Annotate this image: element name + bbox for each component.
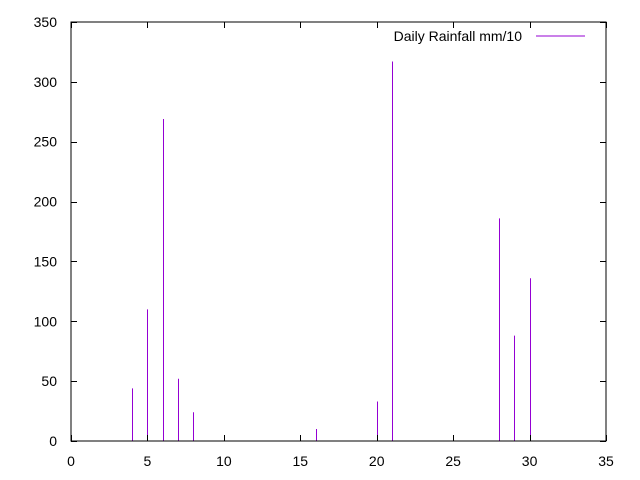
x-tick-label: 5 [144, 453, 152, 469]
x-tick-label: 15 [292, 453, 308, 469]
impulse-bars [132, 61, 531, 441]
y-tick-label: 250 [34, 134, 58, 150]
x-tick-label: 20 [369, 453, 385, 469]
x-tick-label: 25 [445, 453, 461, 469]
x-tick-label: 35 [598, 453, 614, 469]
plot-frame [70, 21, 607, 442]
legend: Daily Rainfall mm/10 [394, 28, 585, 44]
y-tick-label: 150 [34, 253, 58, 269]
y-tick-label: 300 [34, 74, 58, 90]
legend-label: Daily Rainfall mm/10 [394, 28, 523, 44]
y-tick-label: 200 [34, 194, 58, 210]
x-tick-label: 0 [67, 453, 75, 469]
y-axis-ticks: 0 50 100 150 200 250 300 350 [34, 14, 606, 449]
x-tick-label: 30 [522, 453, 538, 469]
x-axis-ticks: 0 5 10 15 20 25 30 35 [67, 22, 614, 469]
x-tick-label: 10 [216, 453, 232, 469]
y-tick-label: 350 [34, 14, 58, 30]
plot-border [70, 21, 607, 442]
y-tick-label: 100 [34, 313, 58, 329]
y-tick-label: 50 [41, 373, 57, 389]
y-tick-label: 0 [49, 433, 57, 449]
